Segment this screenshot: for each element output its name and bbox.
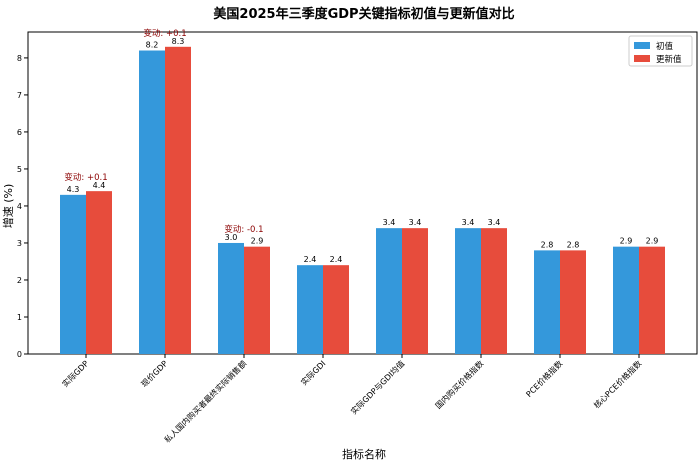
y-tick-label: 2 [17, 276, 22, 285]
bar-value-label: 3.4 [488, 218, 501, 227]
x-tick-label: 现价GDP [140, 359, 170, 389]
bar-value-label: 3.0 [225, 233, 238, 242]
bar-value-label: 2.9 [620, 237, 633, 246]
y-tick-label: 6 [17, 128, 22, 137]
bar-value-label: 8.2 [146, 41, 159, 50]
bar-value-label: 2.4 [304, 255, 317, 264]
legend-label: 更新值 [656, 54, 682, 65]
x-tick-label: 私人国内购买者最终实际销售额 [162, 358, 248, 444]
bar-initial [534, 250, 560, 354]
bar-updated [244, 246, 270, 354]
bar-updated [165, 46, 191, 354]
plot-area: 0 1 2 3 4 5 6 7 8 4.3 4.4 实际GDP 8.2 8.3 现价GDP 3.0 2.9 私人国… [17, 28, 698, 445]
bar-updated [639, 246, 665, 354]
bar-updated [402, 228, 428, 354]
bar-value-label: 2.8 [567, 240, 580, 249]
y-tick-label: 5 [17, 165, 22, 174]
bar-initial [60, 194, 86, 354]
x-tick-label: 实际GDP [60, 358, 91, 389]
bar-initial [139, 50, 165, 355]
bar-updated [481, 228, 507, 354]
bar-value-label: 2.8 [541, 240, 554, 249]
bar-initial [376, 228, 402, 354]
bar-value-label: 4.4 [93, 181, 106, 190]
bar-value-label: 2.9 [646, 237, 659, 246]
y-axis-label: 增速 (%) [1, 184, 15, 229]
bar-updated [560, 250, 586, 354]
x-tick-label: PCE价格指数 [524, 358, 565, 399]
y-tick-label: 1 [17, 313, 22, 322]
x-tick-label: 实际GDP与GDI均值 [348, 358, 406, 416]
legend-swatch-updated [634, 55, 650, 62]
bar-value-label: 3.4 [462, 218, 475, 227]
bar-initial [455, 228, 481, 354]
bar-value-label: 4.3 [67, 185, 80, 194]
bar-value-label: 3.4 [383, 218, 396, 227]
change-annotation: 变动: -0.1 [224, 224, 263, 235]
chart-title: 美国2025年三季度GDP关键指标初值与更新值对比 [213, 6, 514, 22]
change-annotation: 变动: +0.1 [64, 172, 107, 183]
x-tick-label: 核心PCE价格指数 [591, 358, 643, 410]
x-tick-label: 国内购买价格指数 [433, 358, 485, 410]
legend-swatch-initial [634, 42, 650, 49]
change-annotation: 变动: +0.1 [143, 28, 186, 39]
bar-initial [297, 265, 323, 354]
bar-value-label: 8.3 [172, 37, 185, 46]
y-tick-label: 8 [17, 54, 22, 63]
y-tick-label: 0 [17, 350, 22, 359]
bar-initial [613, 246, 639, 354]
y-tick-label: 3 [17, 239, 22, 248]
bar-value-label: 3.4 [409, 218, 422, 227]
legend-label: 初值 [656, 41, 674, 52]
bar-updated [323, 265, 349, 354]
x-tick-label: 实际GDI [299, 358, 328, 387]
bar-updated [86, 191, 112, 354]
bar-value-label: 2.9 [251, 237, 264, 246]
y-tick-label: 4 [17, 202, 22, 211]
y-tick-label: 7 [17, 91, 22, 100]
bar-initial [218, 242, 244, 354]
x-axis-label: 指标名称 [342, 447, 386, 461]
bar-value-label: 2.4 [330, 255, 343, 264]
plot-frame [27, 31, 698, 355]
